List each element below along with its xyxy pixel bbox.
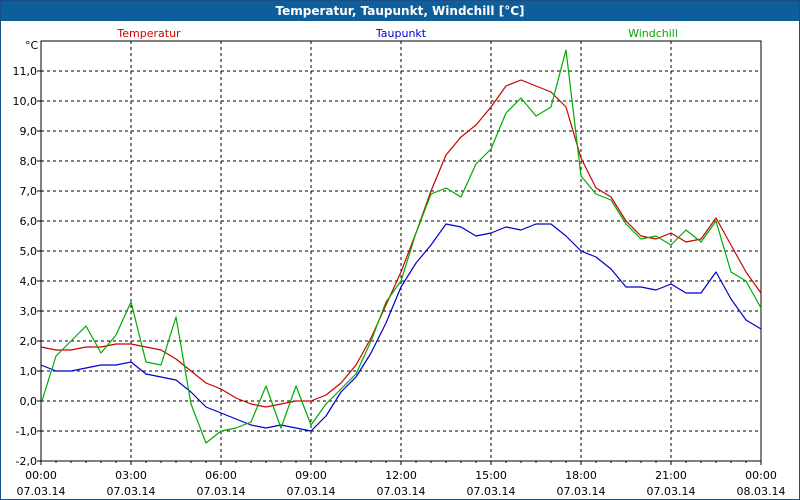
y-tick-label: 4,0 <box>20 275 38 288</box>
x-tick-date: 08.03.14 <box>737 485 786 498</box>
x-tick-time: 15:00 <box>475 469 507 482</box>
x-tick-time: 06:00 <box>205 469 237 482</box>
y-tick-label: 3,0 <box>20 305 38 318</box>
x-tick-date: 07.03.14 <box>557 485 606 498</box>
y-tick-label: 8,0 <box>20 155 38 168</box>
y-tick-label: 11,0 <box>13 65 38 78</box>
x-tick-time: 09:00 <box>295 469 327 482</box>
y-tick-label: -2,0 <box>16 455 37 468</box>
x-tick-date: 07.03.14 <box>17 485 66 498</box>
y-axis-unit: °C <box>25 39 39 52</box>
x-tick-date: 07.03.14 <box>467 485 516 498</box>
series-line-taupunkt <box>40 223 762 432</box>
y-tick-label: 2,0 <box>20 335 38 348</box>
legend-taupunkt: Taupunkt <box>375 27 427 40</box>
x-tick-time: 00:00 <box>25 469 57 482</box>
x-tick-time: 03:00 <box>115 469 147 482</box>
x-tick-date: 07.03.14 <box>287 485 336 498</box>
y-tick-label: 0,0 <box>20 395 38 408</box>
legend-windchill: Windchill <box>628 27 678 40</box>
x-tick-date: 07.03.14 <box>647 485 696 498</box>
y-tick-label: 6,0 <box>20 215 38 228</box>
x-tick-date: 07.03.14 <box>197 485 246 498</box>
x-tick-date: 07.03.14 <box>107 485 156 498</box>
y-tick-label: 9,0 <box>20 125 38 138</box>
x-tick-time: 18:00 <box>565 469 597 482</box>
y-tick-label: 1,0 <box>20 365 38 378</box>
y-tick-label: -1,0 <box>16 425 37 438</box>
x-tick-time: 21:00 <box>655 469 687 482</box>
x-tick-date: 07.03.14 <box>377 485 426 498</box>
legend-temperatur: Temperatur <box>116 27 181 40</box>
x-tick-time: 00:00 <box>745 469 777 482</box>
x-tick-time: 12:00 <box>385 469 417 482</box>
series-line-windchill <box>40 49 762 444</box>
y-tick-label: 5,0 <box>20 245 38 258</box>
y-tick-label: 10,0 <box>13 95 38 108</box>
series-line-temperatur <box>40 79 762 408</box>
chart-title: Temperatur, Taupunkt, Windchill [°C] <box>1 1 799 21</box>
y-tick-label: 7,0 <box>20 185 38 198</box>
